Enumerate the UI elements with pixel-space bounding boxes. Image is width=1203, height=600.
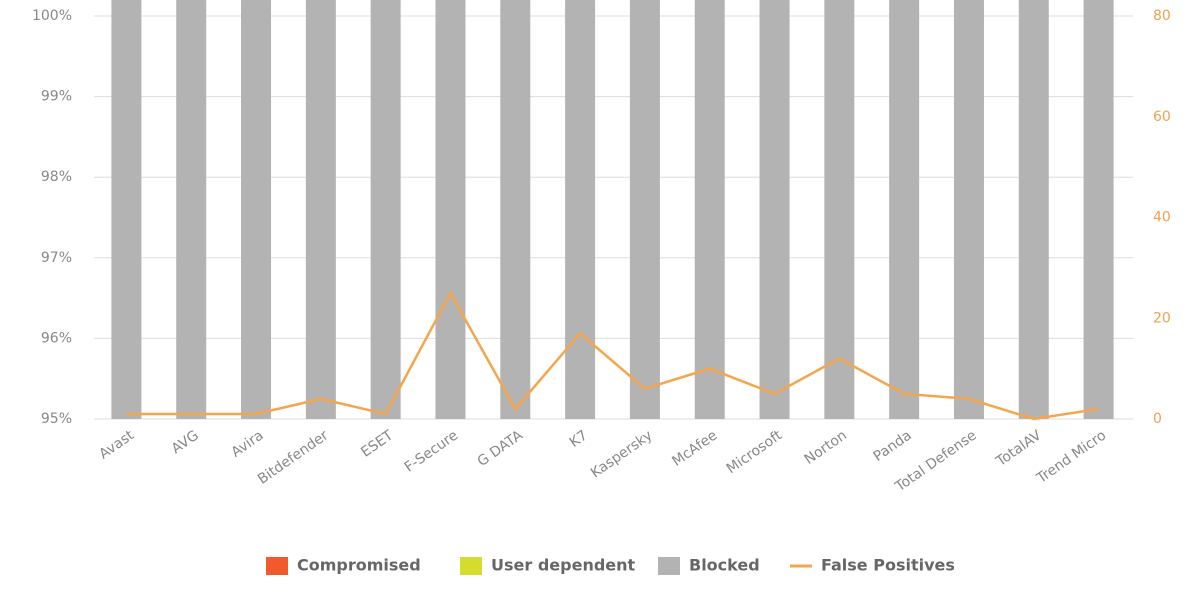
bar-segment: [1018, 0, 1049, 419]
x-tick-label: McAfee: [669, 427, 720, 469]
x-tick-label: F-Secure: [402, 427, 461, 475]
bar-segment: [629, 0, 660, 419]
x-tick-label: Trend Micro: [1033, 427, 1109, 487]
x-tick-label: ESET: [358, 427, 396, 461]
legend-swatch: [460, 557, 482, 575]
bar-segment: [824, 0, 855, 419]
y2-tick-label: 40: [1153, 210, 1171, 226]
y-tick-label: 99%: [41, 89, 72, 105]
legend-swatch: [658, 557, 680, 575]
x-tick-label: Avast: [96, 427, 137, 462]
y-tick-label: 97%: [41, 250, 72, 266]
bar-segment: [176, 0, 207, 419]
x-tick-label: G DATA: [475, 427, 527, 470]
x-tick-label: Norton: [802, 427, 850, 467]
legend-label: False Positives: [821, 556, 955, 575]
x-tick-label: Kaspersky: [588, 427, 656, 481]
x-tick-label: Bitdefender: [255, 427, 332, 487]
bar-segment: [953, 0, 984, 419]
y2-tick-label: 80: [1153, 8, 1171, 24]
bar-segment: [565, 0, 596, 419]
bar-segment: [241, 0, 272, 419]
y-tick-label: 98%: [41, 169, 72, 185]
x-tick-label: Panda: [871, 427, 915, 465]
legend-swatch: [266, 557, 288, 575]
bar-segment: [500, 0, 531, 419]
legend-label: Blocked: [689, 556, 760, 575]
y2-tick-label: 0: [1153, 411, 1162, 427]
y-tick-label: 95%: [41, 411, 72, 427]
legend-label: Compromised: [297, 556, 421, 575]
y-tick-label: 100%: [32, 8, 72, 24]
line-series: [126, 290, 1099, 421]
x-tick-label: AVG: [169, 427, 202, 457]
x-tick-label: Avira: [229, 427, 267, 460]
bar-segment: [889, 0, 920, 419]
y-tick-label: 96%: [41, 330, 72, 346]
y2-tick-label: 60: [1153, 109, 1171, 125]
bar-segment: [435, 0, 466, 419]
bar-segment: [759, 0, 790, 419]
bar-segment: [305, 0, 336, 419]
bar-segment: [111, 0, 142, 419]
bar-segment: [1083, 0, 1114, 419]
x-tick-label: TotalAV: [993, 427, 1045, 470]
legend-label: User dependent: [491, 556, 636, 575]
bar-segment: [370, 0, 401, 419]
x-tick-label: Microsoft: [724, 427, 786, 477]
x-tick-label: K7: [567, 427, 591, 450]
bar-segment: [694, 0, 725, 419]
y2-tick-label: 20: [1153, 310, 1171, 326]
